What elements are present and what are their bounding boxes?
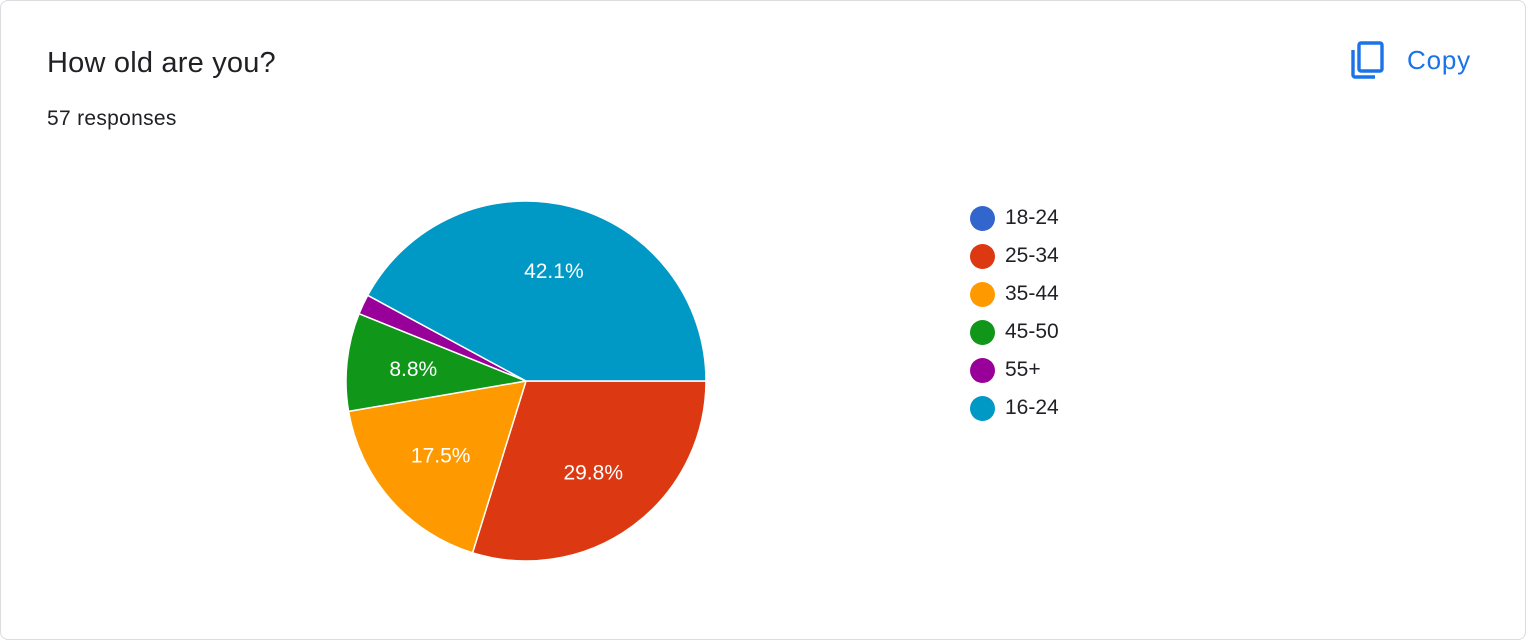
pie-slice-45-50: [345, 312, 529, 413]
legend-label-25-34: 25-34: [1005, 244, 1059, 267]
legend-label-45-50: 45-50: [1005, 320, 1059, 343]
legend-item-35-44: 35-44: [970, 275, 1059, 313]
legend-swatch-16-24: [970, 395, 995, 421]
legend-swatch-25-34: [970, 243, 995, 269]
legend-item-25-34: 25-34: [970, 237, 1059, 275]
pie-labels: 29.8% 17.5% 8.8% 42.1%: [389, 260, 623, 484]
legend-label-18-24: 18-24: [1005, 206, 1059, 229]
legend-swatch-18-24: [970, 205, 995, 231]
pie-slices: [345, 200, 707, 562]
pie-slice-35-44: [347, 380, 528, 554]
question-title: How old are you?: [47, 47, 276, 79]
legend-label-35-44: 35-44: [1005, 282, 1059, 305]
pie-chart: 29.8% 17.5% 8.8% 42.1%: [345, 200, 707, 562]
pie-slice-16-24: [366, 200, 707, 382]
response-count: 57 responses: [47, 107, 177, 130]
legend-swatch-45-50: [970, 319, 995, 345]
legend-item-55-: 55+: [970, 351, 1059, 389]
pie-slice-label-25-34: 29.8%: [563, 461, 623, 484]
legend-label-16-24: 16-24: [1005, 396, 1059, 419]
legend-item-16-24: 16-24: [970, 389, 1059, 427]
pie-slice-label-35-44: 17.5%: [411, 445, 471, 468]
legend-swatch-55-: [970, 357, 995, 383]
pie-slice-25-34: [471, 380, 707, 562]
pie-slice-label-16-24: 42.1%: [524, 260, 584, 283]
chart-legend: 18-24 25-34 35-44 45-50 55+ 16-24: [970, 199, 1059, 427]
legend-swatch-35-44: [970, 281, 995, 307]
legend-item-18-24: 18-24: [970, 199, 1059, 237]
legend-item-45-50: 45-50: [970, 313, 1059, 351]
legend-label-55-: 55+: [1005, 358, 1041, 381]
copy-label: Copy: [1407, 44, 1471, 75]
copy-button[interactable]: Copy: [1341, 35, 1479, 85]
pie-slice-label-45-50: 8.8%: [389, 358, 437, 381]
copy-icon: [1349, 40, 1385, 80]
